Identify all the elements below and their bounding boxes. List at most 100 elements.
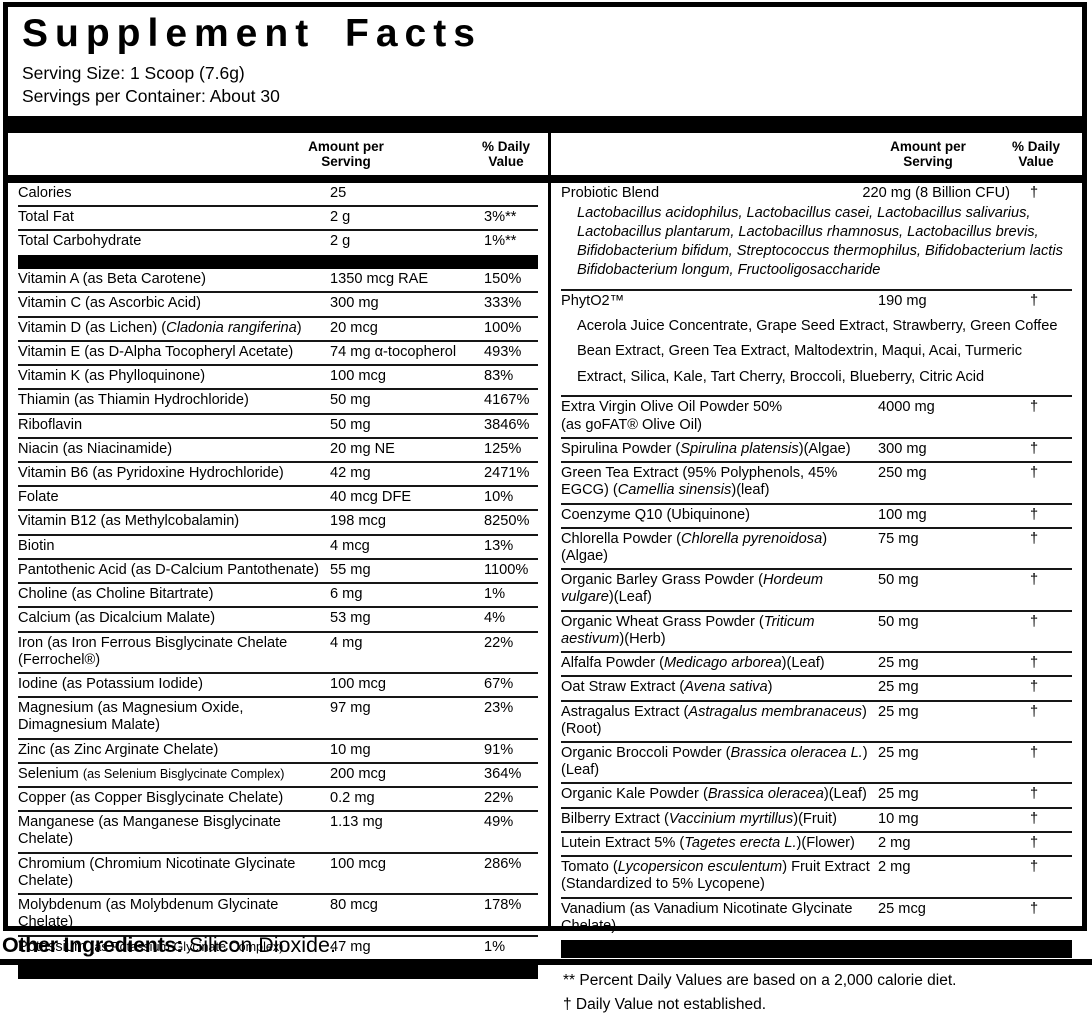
ingredient-name: Probiotic Blend <box>561 184 660 201</box>
right-column: Amount per Serving % Daily Value Probiot… <box>548 133 1082 1013</box>
ingredient-name: Organic Wheat Grass Powder (Triticum aes… <box>561 613 815 647</box>
amount-value: 25 mg <box>878 655 919 672</box>
amount-value: 4000 mg <box>878 399 935 416</box>
amount-value: 2 g <box>330 233 351 249</box>
table-row: Oat Straw Extract (Avena sativa) 25 mg † <box>561 675 1072 699</box>
amount-value: 190 mg <box>878 292 927 309</box>
ingredient-name: Copper (as Copper Bisglycinate Chelate) <box>18 790 284 807</box>
ingredient-name: Niacin (as Niacinamide) <box>18 440 173 457</box>
daily-value: † <box>1030 744 1039 761</box>
table-row: Potassium (as Potassium Glycinate Comple… <box>18 934 538 959</box>
amount-value: 198 mcg <box>330 513 386 530</box>
ingredient-name: Green Tea Extract (95% Polyphenols, 45% … <box>561 465 838 499</box>
other-ingredients: Other Ingredients: Silicon Dioxide. <box>2 933 336 958</box>
ingredient-name: Choline (as Choline Bitartrate) <box>18 586 214 603</box>
ingredient-name: Spirulina Powder (Spirulina platensis)(A… <box>561 440 851 457</box>
daily-value: 3846% <box>484 416 530 433</box>
daily-value: 13% <box>484 537 514 554</box>
daily-value: † <box>1030 184 1039 201</box>
table-row: Iron (as Iron Ferrous Bisglycinate Chela… <box>18 630 538 672</box>
left-rows: Calories 25 Total Fat 2 g 3%** Total Carbohyd… <box>18 183 538 979</box>
ingredient-name: Vitamin D (as Lichen) (Cladonia rangifer… <box>18 319 302 336</box>
footnote: † Daily Value not established. <box>563 995 767 1013</box>
daily-value: 83% <box>484 368 514 385</box>
amount-value: 40 mcg DFE <box>330 489 412 506</box>
table-row: Organic Wheat Grass Powder (Triticum aes… <box>561 609 1072 651</box>
ingredient-name: Vitamin C (as Ascorbic Acid) <box>18 295 202 312</box>
ingredient-name: Thiamin (as Thiamin Hydrochloride) <box>18 392 249 409</box>
row-grid: Vitamin B12 (as Methylcobalamin) 198 mcg 8… <box>18 513 538 530</box>
amount-value: 50 mg <box>330 392 371 409</box>
table-row: Choline (as Choline Bitartrate) 6 mg 1% <box>18 582 538 606</box>
row-grid: Green Tea Extract (95% Polyphenols, 45% … <box>561 465 1072 499</box>
ingredient-name: Total Carbohydrate <box>18 233 142 249</box>
ingredient-name: PhytO2™ <box>561 292 625 309</box>
ingredient-name: Pantothenic Acid (as D-Calcium Pantothen… <box>18 561 319 578</box>
row-grid: Spirulina Powder (Spirulina platensis)(A… <box>561 441 1072 458</box>
daily-value: † <box>1030 900 1039 917</box>
ingredient-name: Calcium (as Dicalcium Malate) <box>18 610 216 627</box>
daily-value: † <box>1030 810 1039 827</box>
facts-columns: Amount per Serving % Daily Value Calorie… <box>8 133 1082 1013</box>
row-grid: Probiotic Blend 220 mg (8 Billion CFU) † <box>561 185 1072 202</box>
daily-value: 1% <box>484 586 506 603</box>
table-row: Tomato (Lycopersicon esculentum) Fruit E… <box>561 855 1072 896</box>
row-grid: Calories 25 <box>18 185 538 202</box>
ingredient-name: Coenzyme Q10 (Ubiquinone) <box>561 506 751 523</box>
daily-value: 67% <box>484 675 514 692</box>
ingredient-source-small: (as Potassium Glycinate Complex) <box>90 939 284 954</box>
row-grid: Coenzyme Q10 (Ubiquinone) 100 mg † <box>561 507 1072 524</box>
daily-value: † <box>1030 679 1039 696</box>
ingredient-name: Total Fat <box>18 208 74 225</box>
row-grid: Folate 40 mcg DFE 10% <box>18 489 538 506</box>
table-row: Total Fat 2 g 3%** <box>18 204 538 229</box>
daily-value: 4% <box>484 610 506 627</box>
ingredient-name: Potassium (as Potassium Glycinate Comple… <box>18 938 284 955</box>
table-row: Vitamin B12 (as Methylcobalamin) 198 mcg 8… <box>18 509 538 533</box>
daily-value: 8250% <box>484 513 530 530</box>
ingredient-name: Calories <box>18 184 72 201</box>
left-column: Amount per Serving % Daily Value Calorie… <box>8 133 548 979</box>
ingredient-name: Selenium (as Selenium Bisglycinate Compl… <box>18 765 285 782</box>
table-row: Vitamin D (as Lichen) (Cladonia rangifer… <box>18 315 538 340</box>
table-row: Total Carbohydrate 2 g 1%** <box>18 229 538 253</box>
amount-value: 4 mcg <box>330 537 370 554</box>
amount-value: 25 mg <box>878 703 919 720</box>
ingredient-name: Alfalfa Powder (Medicago arborea)(Leaf) <box>561 655 825 672</box>
row-grid: Choline (as Choline Bitartrate) 6 mg 1% <box>18 586 538 603</box>
daily-value: 1100% <box>484 561 529 578</box>
row-grid: Zinc (as Zinc Arginate Chelate) 10 mg 91% <box>18 742 538 759</box>
amount-value: 25 mg <box>878 744 919 761</box>
row-grid: Vitamin K (as Phylloquinone) 100 mcg 83% <box>18 368 538 385</box>
ingredient-name: Iodine (as Potassium Iodide) <box>18 675 203 692</box>
daily-value: 286% <box>484 855 522 872</box>
row-grid: Niacin (as Niacinamide) 20 mg NE 125% <box>18 441 538 458</box>
footnote: ** Percent Daily Values are based on a 2… <box>563 971 957 989</box>
table-row: Green Tea Extract (95% Polyphenols, 45% … <box>561 461 1072 502</box>
amount-value: 300 mg <box>878 440 927 457</box>
supplement-facts-panel: Supplement Facts Serving Size: 1 Scoop (… <box>3 2 1087 1013</box>
row-grid: Molybdenum (as Molybdenum Glycinate Chel… <box>18 897 538 931</box>
daily-value: † <box>1030 613 1039 630</box>
amount-value: 74 mg α-tocopherol <box>330 343 457 360</box>
table-row: Biotin 4 mcg 13% <box>18 533 538 558</box>
serving-size: Serving Size: 1 Scoop (7.6g) <box>22 62 245 83</box>
top-section-bar <box>8 116 1082 134</box>
ingredient-name: Riboflavin <box>18 416 83 433</box>
daily-value: 22% <box>484 790 514 807</box>
ingredient-name: Vitamin K (as Phylloquinone) <box>18 368 206 385</box>
ingredient-name: Biotin <box>18 537 55 554</box>
row-grid: Potassium (as Potassium Glycinate Comple… <box>18 939 538 956</box>
ingredient-name: Magnesium (as Magnesium Oxide, Dimagnesi… <box>18 700 244 734</box>
amount-value: 2 g <box>330 208 351 225</box>
page-title: Supplement Facts <box>22 12 482 55</box>
row-grid: Chromium (Chromium Nicotinate Glycinate … <box>18 856 538 890</box>
amount-value: 200 mcg <box>330 765 386 782</box>
table-row: Organic Barley Grass Powder (Hordeum vul… <box>561 568 1072 609</box>
daily-value: † <box>1030 530 1039 547</box>
row-grid: Pantothenic Acid (as D-Calcium Pantothen… <box>18 562 538 579</box>
daily-value: † <box>1030 440 1039 457</box>
daily-value: † <box>1030 399 1039 416</box>
other-ingredients-label: Other Ingredients: <box>2 933 183 957</box>
table-row: Molybdenum (as Molybdenum Glycinate Chel… <box>18 893 538 934</box>
